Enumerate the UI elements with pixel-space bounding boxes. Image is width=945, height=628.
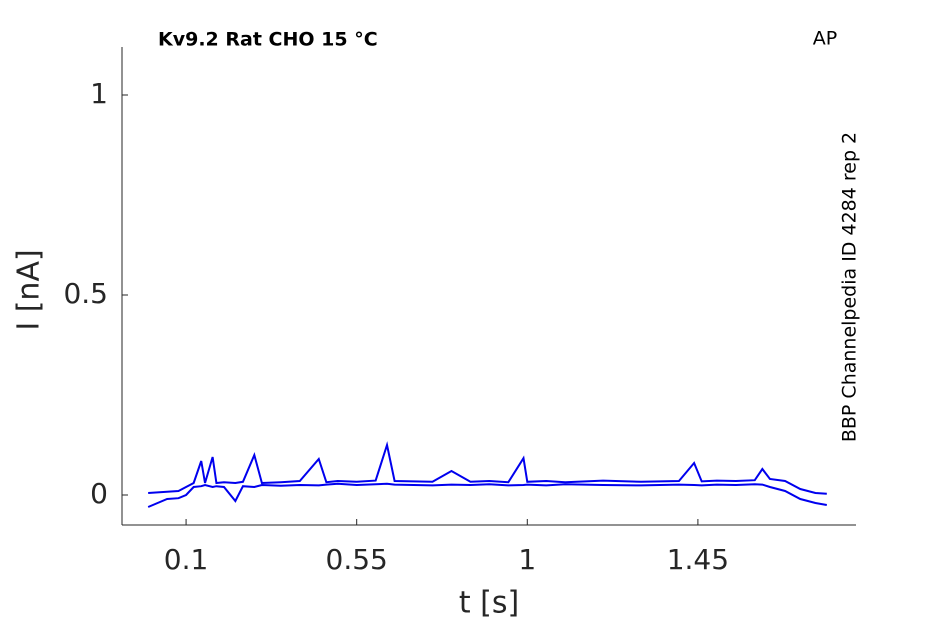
y-tick-label: 0 [90,477,108,510]
x-tick-label: 1.45 [667,543,729,576]
x-tick-label: 0.55 [326,543,388,576]
side-label: BBP Channelpedia ID 4284 rep 2 [839,132,861,442]
x-tick-label: 0.1 [164,543,209,576]
trace [148,441,827,495]
x-tick-label: 1 [518,543,536,576]
y-tick-label: 0.5 [63,277,108,310]
chart-title: Kv9.2 Rat CHO 15 °C [158,29,378,51]
y-tick-label: 1 [90,77,108,110]
x-axis-label: t [s] [459,586,519,621]
annotation: AP [813,28,837,50]
trace [147,482,827,508]
y-axis-label: I [nA] [12,249,47,330]
